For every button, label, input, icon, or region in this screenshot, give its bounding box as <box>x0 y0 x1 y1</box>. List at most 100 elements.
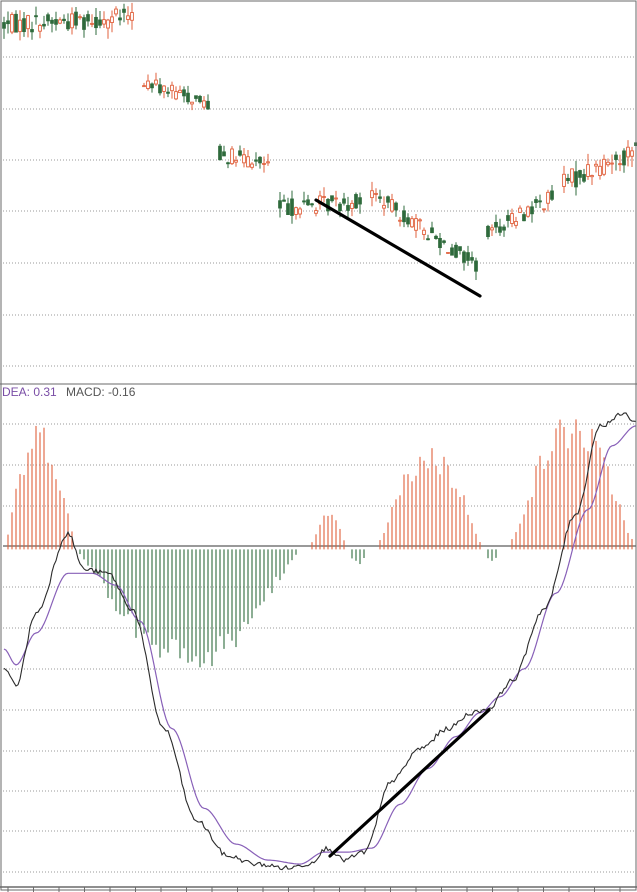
candle-body <box>118 17 122 21</box>
candle-body <box>258 156 262 164</box>
candle-body <box>494 221 498 228</box>
candle-body <box>290 198 294 216</box>
candle-body <box>162 85 166 92</box>
candle-body <box>562 173 566 187</box>
candle-body <box>498 226 502 233</box>
candle-body <box>594 163 598 167</box>
candle-body <box>22 18 26 33</box>
candle-body <box>238 150 242 156</box>
candle-body <box>74 11 78 26</box>
candle-body <box>86 14 90 22</box>
candle-body <box>598 165 602 177</box>
candle-body <box>458 246 462 251</box>
macd-pane <box>3 412 637 873</box>
candle-body <box>198 95 202 103</box>
candle-body <box>346 205 350 211</box>
candle-body <box>174 91 178 100</box>
candle-body <box>450 247 454 256</box>
candle-body <box>486 225 490 237</box>
candle-body <box>130 12 134 21</box>
candle-body <box>590 175 594 178</box>
candle-body <box>150 83 154 89</box>
candle-body <box>2 22 6 29</box>
candle-body <box>110 16 114 24</box>
candle-body <box>350 202 354 209</box>
candle-body <box>194 95 198 99</box>
candle-body <box>398 219 402 222</box>
candle-body <box>226 162 230 165</box>
candle-body <box>422 229 426 235</box>
candle-body <box>570 168 574 183</box>
candle-body <box>66 21 70 30</box>
legend-macd: MACD: -0.16 <box>66 385 136 399</box>
candle-body <box>386 196 390 203</box>
candle-body <box>202 100 206 108</box>
candle-body <box>30 29 34 33</box>
candle-body <box>426 238 430 241</box>
candle-body <box>410 218 414 228</box>
candle-body <box>14 13 18 33</box>
candle-body <box>18 19 22 33</box>
candle-body <box>630 150 634 157</box>
candle-body <box>142 85 146 88</box>
candle-body <box>610 162 614 165</box>
candle-body <box>46 14 50 22</box>
candle-body <box>514 221 518 226</box>
candle-body <box>330 195 334 202</box>
candle-body <box>102 19 106 25</box>
candle-body <box>298 208 302 215</box>
legend-dea: DEA: 0.31 <box>2 385 57 399</box>
candle-body <box>354 194 358 209</box>
candle-body <box>114 8 118 15</box>
candle-body <box>294 207 298 215</box>
candle-body <box>506 215 510 221</box>
candle-body <box>626 146 630 158</box>
candle-body <box>442 240 446 243</box>
candle-body <box>338 203 342 212</box>
candle-body <box>382 204 386 209</box>
candle-body <box>470 257 474 261</box>
candle-body <box>306 199 310 206</box>
candle-body <box>190 101 194 105</box>
candle-body <box>614 154 618 160</box>
candle-body <box>34 15 38 18</box>
candle-body <box>230 148 234 165</box>
candle-body <box>314 210 318 214</box>
candle-body <box>542 208 546 211</box>
macd-histogram <box>7 419 633 668</box>
candle-body <box>310 203 314 206</box>
candle-body <box>454 244 458 258</box>
candle-body <box>266 161 270 164</box>
price-pane <box>2 2 637 367</box>
candle-body <box>62 18 66 21</box>
candle-body <box>370 190 374 199</box>
candle-body <box>438 238 442 249</box>
candle-body <box>406 217 410 225</box>
candle-body <box>158 84 162 94</box>
candle-body <box>530 206 534 215</box>
candle-body <box>6 20 10 25</box>
candle-body <box>166 91 170 94</box>
candle-body <box>58 19 62 24</box>
candle-body <box>98 19 102 26</box>
candle-body <box>586 164 590 177</box>
candle-body <box>602 158 606 175</box>
candle-body <box>394 202 398 211</box>
candle-body <box>234 159 238 163</box>
candle-body <box>574 171 578 188</box>
candle-body <box>466 252 470 261</box>
candle-body <box>50 19 54 24</box>
candle-body <box>518 207 522 213</box>
candle-body <box>418 219 422 222</box>
candle-body <box>502 226 506 231</box>
candle-body <box>550 190 554 200</box>
candle-body <box>578 170 582 178</box>
candle-body <box>582 174 586 182</box>
candle-body <box>278 200 282 209</box>
candle-body <box>414 218 418 231</box>
candle-body <box>38 24 42 32</box>
candle-body <box>434 235 438 240</box>
